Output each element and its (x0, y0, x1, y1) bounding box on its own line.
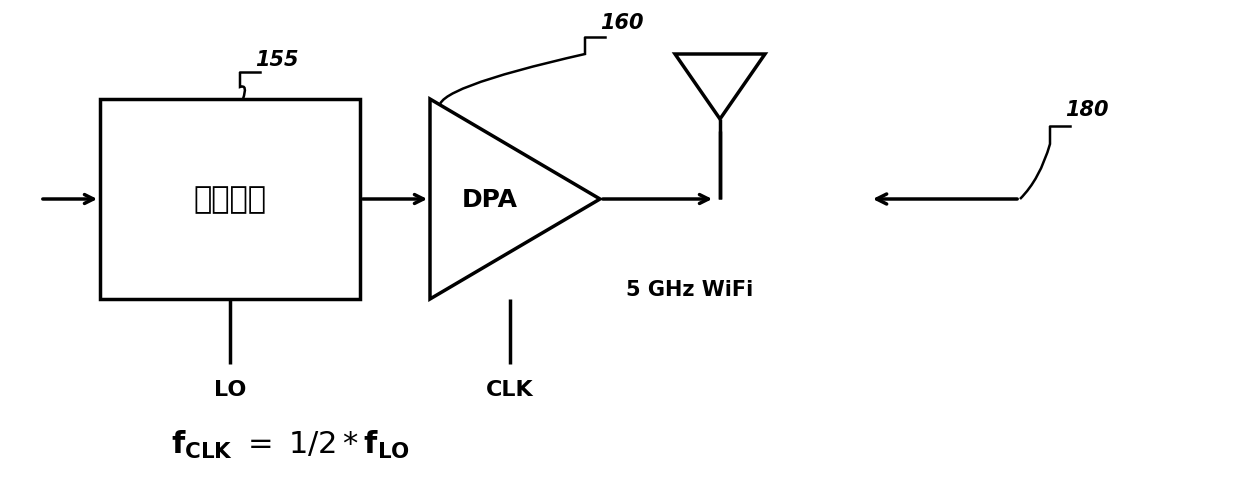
Text: DPA: DPA (463, 188, 518, 212)
Text: 5 GHz WiFi: 5 GHz WiFi (626, 279, 754, 300)
Text: CLK: CLK (486, 379, 533, 399)
Polygon shape (675, 55, 765, 120)
Text: 160: 160 (600, 13, 644, 33)
Polygon shape (430, 100, 600, 300)
Text: 调制电路: 调制电路 (193, 185, 267, 214)
Text: LO: LO (213, 379, 247, 399)
Text: 180: 180 (1065, 100, 1109, 120)
Text: $\mathbf{f}_{\mathbf{CLK}}\ =\ 1/2*\mathbf{f}_{\mathbf{LO}}$: $\mathbf{f}_{\mathbf{CLK}}\ =\ 1/2*\math… (171, 428, 409, 460)
Bar (100, 100, 360, 300)
Text: 155: 155 (255, 50, 299, 70)
